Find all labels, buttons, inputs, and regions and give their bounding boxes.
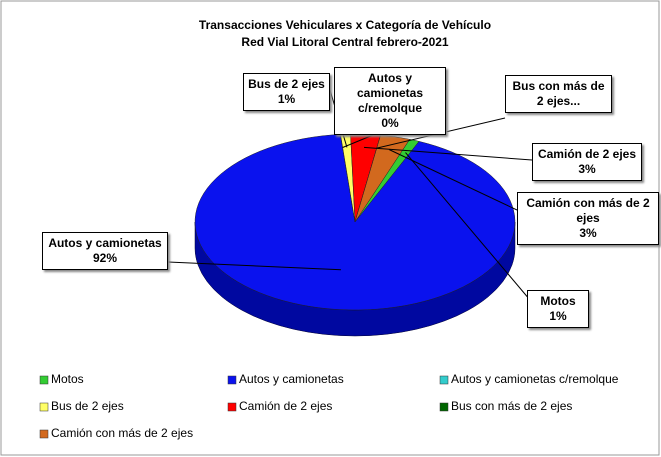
legend-swatch xyxy=(227,402,237,412)
leader-line xyxy=(389,149,518,211)
callout-name: Autos y camionetas c/remolque xyxy=(356,71,424,115)
legend-label: Autos y camionetas xyxy=(239,372,344,386)
callout-value: 0% xyxy=(381,116,399,130)
callout: Motos 1% xyxy=(527,290,589,328)
legend-label: Bus con más de 2 ejes xyxy=(451,399,572,413)
legend-swatch xyxy=(439,375,449,385)
legend-swatch xyxy=(39,402,49,412)
callout: Autos y camionetas 92% xyxy=(42,232,168,270)
legend-swatch xyxy=(439,402,449,412)
callout-value: 1% xyxy=(549,309,567,323)
chart-title: Transacciones Vehiculares x Categoría de… xyxy=(199,18,491,32)
callout-name: Motos xyxy=(540,294,576,308)
callout: Bus de 2 ejes 1% xyxy=(243,73,330,111)
callout-value: 1% xyxy=(277,92,296,106)
callout-value: 92% xyxy=(92,251,118,265)
callout-name: Camión de 2 ejes xyxy=(537,147,637,161)
leader-line xyxy=(405,152,531,301)
pie-slice xyxy=(194,134,516,311)
callout-value: 3% xyxy=(578,162,596,176)
legend-swatch xyxy=(227,375,237,385)
callout: Bus con más de 2 ejes... xyxy=(505,75,612,113)
callout-name: Bus de 2 ejes xyxy=(248,77,325,91)
legend-swatch xyxy=(39,429,49,439)
legend-label: Bus de 2 ejes xyxy=(51,399,124,413)
chart-subtitle: Red Vial Litoral Central febrero-2021 xyxy=(241,35,449,49)
callout-name: Camión con más de 2 ejes xyxy=(526,196,650,225)
leader-line xyxy=(167,261,341,271)
callout-value: 3% xyxy=(579,226,597,240)
legend-label: Camión de 2 ejes xyxy=(239,399,332,413)
callout-name: Autos y camionetas xyxy=(48,236,162,250)
callout: Camión de 2 ejes 3% xyxy=(532,143,642,181)
pie-slice xyxy=(354,134,411,223)
legend-swatch xyxy=(39,375,49,385)
callout: Autos y camionetas c/remolque 0% xyxy=(334,67,446,135)
callout-name: Bus con más de 2 ejes... xyxy=(512,79,605,108)
legend-label: Camión con más de 2 ejes xyxy=(51,426,193,440)
legend-label: Motos xyxy=(51,372,84,386)
legend-label: Autos y camionetas c/remolque xyxy=(451,372,619,386)
callout: Camión con más de 2 ejes 3% xyxy=(517,192,659,245)
leader-line xyxy=(363,146,533,161)
